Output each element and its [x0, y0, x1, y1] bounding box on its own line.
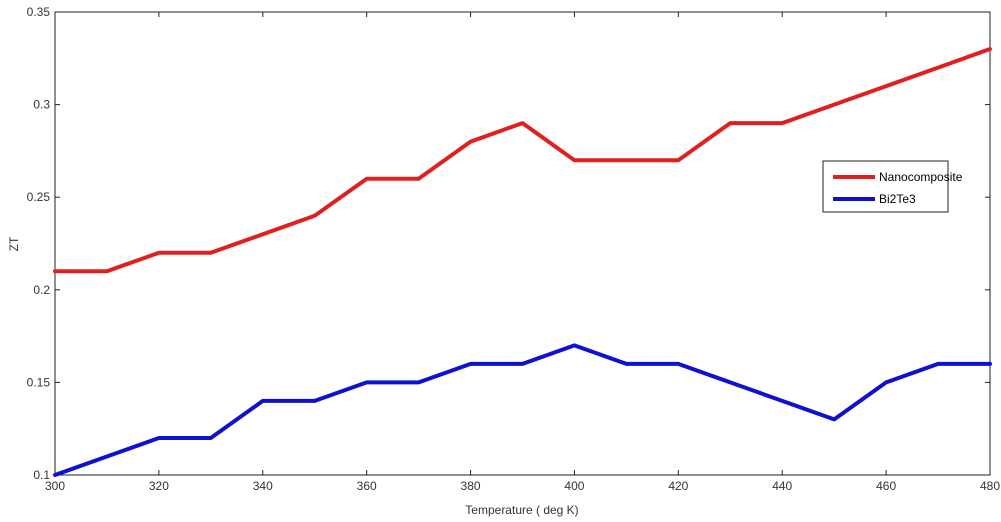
x-tick-label: 460: [876, 479, 896, 493]
x-tick-label: 380: [461, 479, 481, 493]
x-tick-label: 360: [357, 479, 377, 493]
x-tick-label: 420: [668, 479, 688, 493]
legend-entry-label: Bi2Te3: [879, 192, 916, 206]
series-line-nanocomposite: [53, 47, 992, 274]
legend-box: [822, 160, 949, 213]
legend: Nanocomposite Bi2Te3: [822, 160, 963, 213]
y-tick-label: 0.15: [27, 375, 51, 389]
x-tick-label: 340: [253, 479, 273, 493]
x-tick-label: 300: [45, 479, 65, 493]
legend-entry-label: Nanocomposite: [879, 170, 963, 184]
tick-layer: 300 320 340 360 380 400 420 440 460 480 0.1 0.15 0.2…: [27, 5, 1001, 493]
y-tick-label: 0.3: [33, 98, 50, 112]
plot-area: [54, 11, 991, 476]
y-tick-label: 0.2: [33, 283, 50, 297]
series-layer: [53, 47, 992, 477]
y-axis-label: ZT: [7, 236, 21, 251]
x-axis-label: Temperature ( deg K): [465, 503, 578, 517]
x-tick-label: 320: [149, 479, 169, 493]
x-tick-label: 480: [980, 479, 1000, 493]
x-tick-label: 440: [772, 479, 792, 493]
y-tick-label: 0.25: [27, 190, 51, 204]
y-tick-label: 0.1: [33, 468, 50, 482]
x-tick-label: 400: [564, 479, 584, 493]
y-tick-label: 0.35: [27, 5, 51, 19]
series-line-bi2te3: [53, 343, 992, 477]
